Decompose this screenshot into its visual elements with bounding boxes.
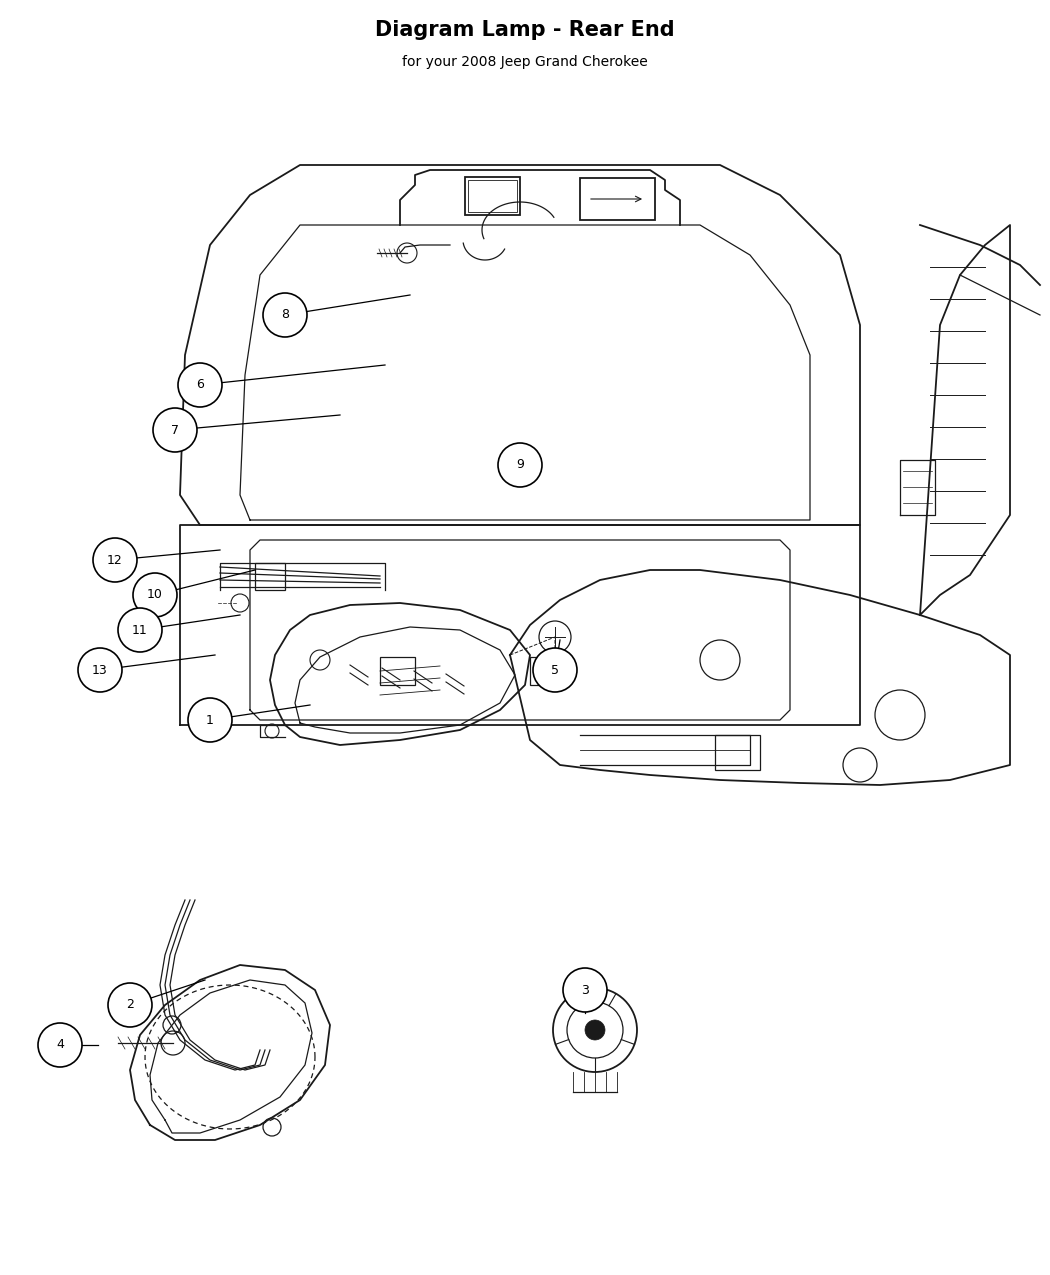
Circle shape: [563, 968, 607, 1012]
Text: 12: 12: [107, 553, 123, 566]
Text: for your 2008 Jeep Grand Cherokee: for your 2008 Jeep Grand Cherokee: [402, 55, 648, 69]
Text: 9: 9: [516, 459, 524, 472]
Text: 3: 3: [581, 983, 589, 997]
Circle shape: [533, 648, 578, 692]
Circle shape: [153, 408, 197, 453]
Circle shape: [585, 1020, 605, 1040]
Circle shape: [118, 608, 162, 652]
Bar: [465, 177, 520, 215]
Circle shape: [108, 983, 152, 1026]
Text: 5: 5: [551, 663, 559, 677]
Circle shape: [133, 572, 177, 617]
Text: 8: 8: [281, 309, 289, 321]
Circle shape: [178, 363, 222, 407]
Bar: [380, 657, 415, 685]
Text: 11: 11: [132, 623, 148, 636]
Bar: [255, 564, 285, 590]
Bar: [580, 179, 655, 221]
Bar: [468, 180, 517, 212]
Circle shape: [78, 648, 122, 692]
Text: 7: 7: [171, 423, 178, 436]
Circle shape: [93, 538, 136, 581]
Text: Diagram Lamp - Rear End: Diagram Lamp - Rear End: [375, 20, 675, 40]
Text: 1: 1: [206, 714, 214, 727]
Bar: [530, 657, 565, 685]
Circle shape: [188, 697, 232, 742]
Bar: [715, 734, 760, 770]
Circle shape: [38, 1023, 82, 1067]
Text: 6: 6: [196, 379, 204, 391]
Text: 10: 10: [147, 589, 163, 602]
Circle shape: [262, 293, 307, 337]
Text: 13: 13: [92, 663, 108, 677]
Circle shape: [498, 442, 542, 487]
Text: 4: 4: [56, 1039, 64, 1052]
Text: 2: 2: [126, 998, 134, 1011]
